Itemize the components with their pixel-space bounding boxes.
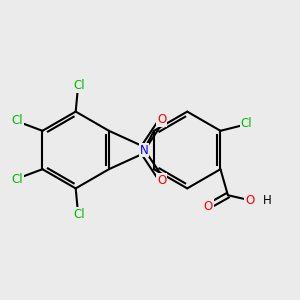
Text: Cl: Cl [241,117,252,130]
Text: Cl: Cl [12,114,23,128]
Text: N: N [140,143,148,157]
Text: O: O [157,113,167,126]
Text: H: H [262,194,271,207]
Text: Cl: Cl [74,208,85,221]
Text: O: O [245,194,254,207]
Text: O: O [157,174,167,187]
Text: Cl: Cl [12,172,23,186]
Text: Cl: Cl [74,79,85,92]
Text: O: O [203,200,213,213]
